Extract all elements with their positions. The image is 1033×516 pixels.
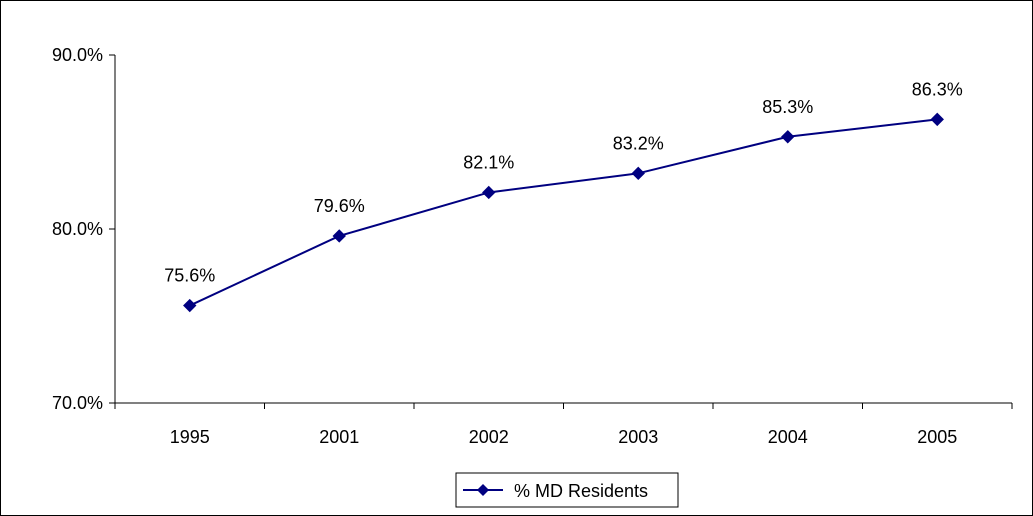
data-point-marker bbox=[930, 112, 944, 127]
data-point-marker bbox=[332, 229, 346, 243]
x-tick-label: 2003 bbox=[618, 427, 658, 447]
data-label: 86.3% bbox=[912, 79, 963, 99]
legend-series-label: % MD Residents bbox=[514, 481, 648, 501]
data-label: 83.2% bbox=[613, 133, 664, 153]
x-tick-label: 2005 bbox=[917, 427, 957, 447]
data-label: 82.1% bbox=[463, 152, 514, 172]
data-point-marker bbox=[781, 130, 795, 144]
y-tick-label: 90.0% bbox=[52, 45, 103, 65]
y-axis-ticks: 70.0% 80.0% 90.0% bbox=[52, 45, 115, 413]
data-point-marker bbox=[183, 298, 197, 313]
x-axis-ticks: 1995 2001 2002 2003 2004 2005 bbox=[114, 403, 1013, 447]
data-label: 85.3% bbox=[762, 97, 813, 117]
legend-series-marker bbox=[477, 484, 489, 496]
series-layer: 75.6% 79.6% 82.1% 83.2% 85.3% 86.3% bbox=[164, 79, 963, 313]
data-label: 75.6% bbox=[164, 266, 215, 286]
y-tick-label: 80.0% bbox=[52, 219, 103, 239]
data-point-marker bbox=[631, 166, 645, 181]
x-tick-label: 2001 bbox=[319, 427, 359, 447]
x-tick-label: 1995 bbox=[170, 427, 210, 447]
axes bbox=[114, 55, 1012, 404]
y-tick-label: 70.0% bbox=[52, 393, 103, 413]
legend: % MD Residents bbox=[455, 472, 679, 508]
data-point-marker bbox=[482, 185, 496, 200]
x-tick-label: 2002 bbox=[469, 427, 509, 447]
data-label: 79.6% bbox=[314, 196, 365, 216]
x-tick-label: 2004 bbox=[768, 427, 808, 447]
series-line bbox=[189, 118, 938, 307]
